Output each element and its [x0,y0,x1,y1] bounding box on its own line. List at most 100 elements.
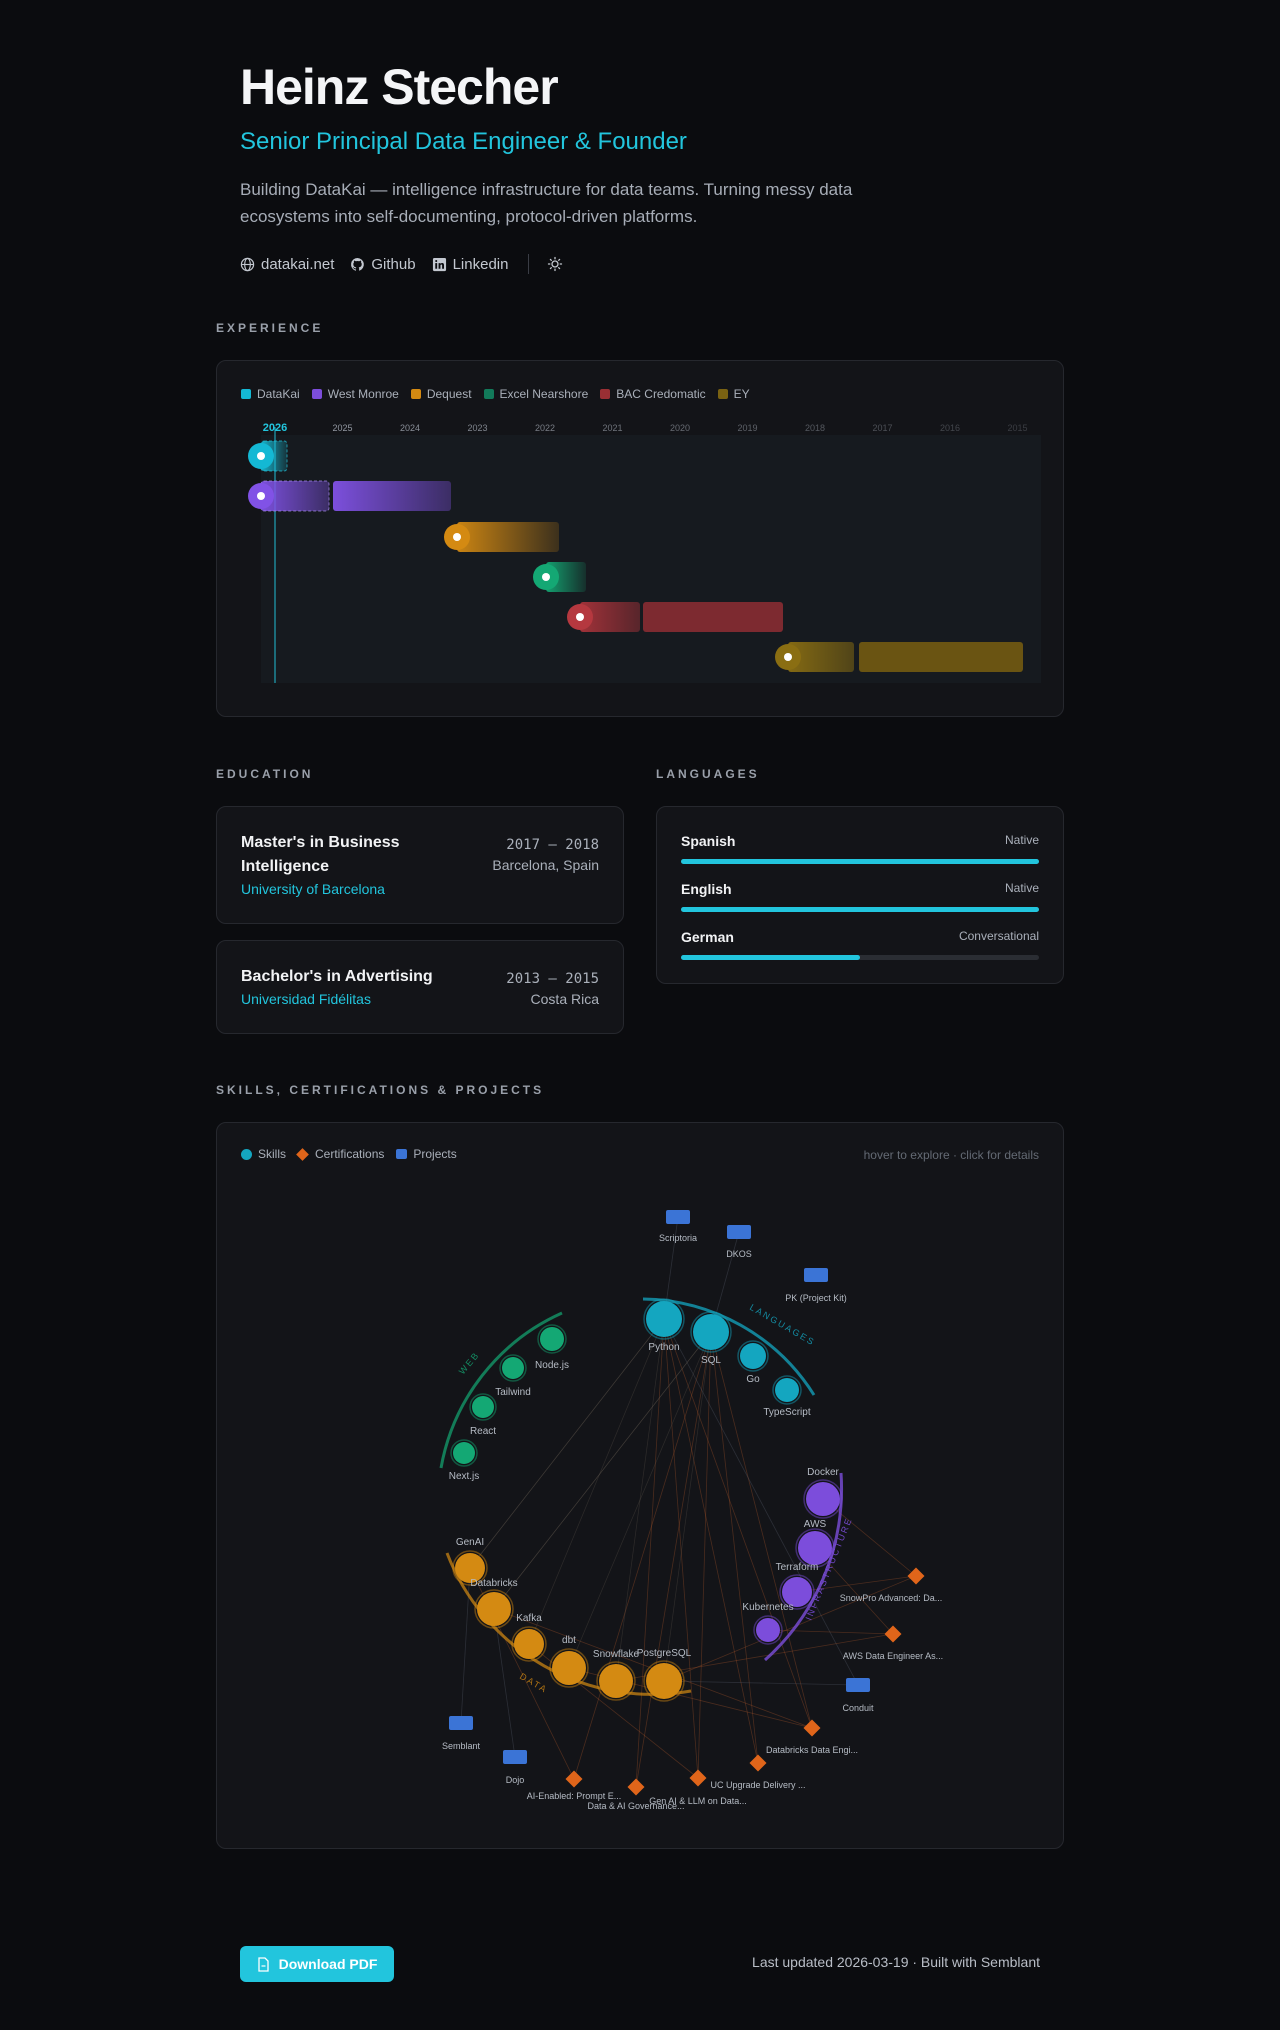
skill-node[interactable]: Go [737,1340,769,1385]
certification-node[interactable]: SnowPro Advanced: Da... [840,1567,943,1603]
graph-edge [493,1331,712,1610]
language-bar-fill [681,955,860,960]
project-node[interactable]: DKOS [726,1225,752,1259]
skill-node[interactable]: PostgreSQL [637,1648,692,1702]
skill-node[interactable]: Docker [803,1467,843,1519]
group-label: WEB [457,1350,482,1377]
sun-icon [548,256,563,272]
links-divider [528,254,530,274]
skill-node-circle [552,1651,586,1685]
certification-node-shape [884,1625,902,1643]
skill-node[interactable]: dbt [549,1635,589,1688]
language-row: German Conversational [681,929,1039,960]
skill-node[interactable]: Snowflake [593,1649,640,1701]
website-link[interactable]: datakai.net [240,256,334,273]
year-label: 2015 [1007,423,1027,433]
graph-edge [663,1318,699,1779]
linkedin-link[interactable]: Linkedin [432,256,508,273]
skill-node[interactable]: Databricks [470,1578,518,1629]
certification-node[interactable]: Gen AI & LLM on Data... [649,1769,747,1806]
skill-node-label: SQL [701,1355,721,1366]
west-monroe-bar-outline [260,480,330,512]
legend-item[interactable]: West Monroe [311,387,399,401]
skill-node[interactable]: Kafka [511,1613,547,1662]
skill-node-ring [511,1626,547,1662]
skill-node[interactable]: GenAI [452,1537,488,1586]
bac-credomatic-bar-2 [643,602,783,632]
skill-node-circle [756,1618,780,1642]
project-node-shape [666,1210,690,1224]
project-node[interactable]: Scriptoria [659,1210,697,1243]
skill-node-circle [646,1663,682,1699]
legend-item[interactable]: BAC Credomatic [600,387,706,401]
certification-node[interactable]: Databricks Data Engi... [766,1719,858,1755]
skill-node[interactable]: Terraform [776,1562,819,1610]
project-node-shape [503,1750,527,1764]
skill-node[interactable]: Next.js [449,1439,480,1482]
skill-node-circle [455,1553,485,1583]
project-node[interactable]: Semblant [442,1716,481,1751]
legend-item[interactable]: Dequest [410,387,472,401]
experience-card: DataKai West Monroe Dequest Excel Nearsh… [216,360,1064,717]
website-link-label: datakai.net [261,255,335,273]
legend-item[interactable]: Excel Nearshore [483,387,589,401]
project-node[interactable]: PK (Project Kit) [785,1268,847,1303]
certification-node-shape [689,1769,707,1787]
language-level: Conversational [958,929,1039,943]
skill-node[interactable]: Kubernetes [742,1602,794,1645]
legend-label: DataKai [257,387,300,401]
legend-item[interactable]: Certifications [296,1147,384,1161]
graph-edge [767,1629,894,1635]
graph-edge [663,1680,859,1686]
legend-item[interactable]: Skills [241,1147,286,1161]
year-label: 2016 [940,423,960,433]
legend-swatch [717,389,728,399]
project-node[interactable]: Dojo [503,1750,527,1785]
west-monroe-marker-dot [257,492,265,500]
legend-item[interactable]: DataKai [241,387,300,401]
legend-label: Excel Nearshore [499,387,589,401]
certification-node[interactable]: AWS Data Engineer As... [843,1625,943,1661]
skill-node-circle [775,1378,799,1402]
infrastructure-group-arc [763,1472,844,1662]
skill-node[interactable]: Node.js [535,1324,569,1371]
skill-node-label: Tailwind [495,1387,531,1398]
skill-node-label: Kafka [516,1613,542,1624]
education-location: Barcelona, Spain [492,857,599,873]
graph-edge [635,1318,665,1788]
graph-edge [663,1331,712,1682]
certification-node[interactable]: AI-Enabled: Prompt E... [527,1770,622,1801]
certification-node-shape [627,1778,645,1796]
year-label: 2019 [737,423,757,433]
year-label: 2026 [263,422,287,434]
education-dates: 2017 — 2018 [506,837,599,853]
theme-toggle-button[interactable] [547,256,569,272]
dequest-bar [457,522,559,552]
experience-section-title: EXPERIENCE [216,321,324,335]
skill-node[interactable]: React [469,1393,497,1437]
project-node[interactable]: Conduit [842,1678,874,1713]
github-icon [351,257,365,271]
project-node-shape [804,1268,828,1282]
skill-node-circle [472,1396,494,1418]
certification-node[interactable]: UC Upgrade Delivery ... [710,1754,806,1790]
skill-node-label: Go [746,1374,760,1385]
skills-legend: Skills Certifications Projects [241,1147,469,1161]
ey-bar-2 [859,642,1023,672]
legend-item[interactable]: Projects [396,1147,457,1161]
skill-node-ring [549,1648,589,1688]
west-monroe-bar [333,481,451,511]
skill-node[interactable]: AWS [795,1519,835,1568]
skills-network-graph[interactable]: LANGUAGES WEB INFRASTRUCTURE DATA Python… [217,1123,1063,1848]
legend-label: West Monroe [327,387,399,401]
download-pdf-button[interactable]: Download PDF [240,1946,394,1982]
skill-node[interactable]: SQL [690,1311,732,1366]
legend-item[interactable]: EY [717,387,750,401]
certification-node-label: Gen AI & LLM on Data... [649,1796,747,1806]
skill-node[interactable]: Tailwind [495,1354,531,1398]
skill-node[interactable]: TypeScript [763,1375,811,1418]
language-bar [681,859,1039,864]
github-link[interactable]: Github [350,256,416,273]
certification-node[interactable]: Data & AI Governance... [587,1778,685,1811]
skill-node[interactable]: Python [643,1298,685,1353]
